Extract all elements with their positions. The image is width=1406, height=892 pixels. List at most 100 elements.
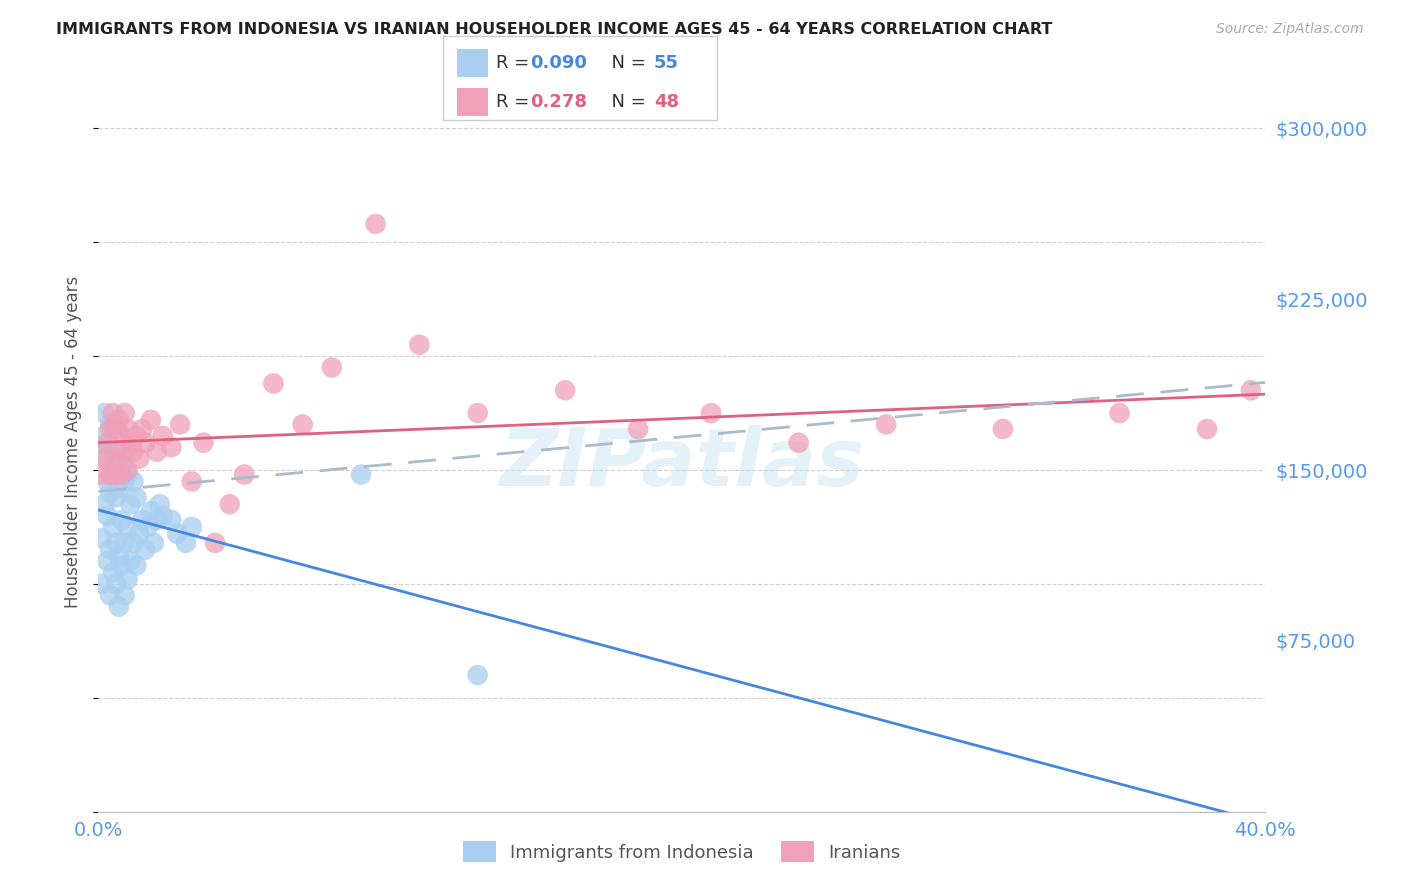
Point bbox=[96, 475, 118, 489]
Point bbox=[108, 599, 131, 614]
Point bbox=[350, 467, 373, 482]
Point bbox=[180, 520, 202, 534]
Point bbox=[104, 467, 127, 482]
Point bbox=[321, 360, 343, 375]
Point bbox=[131, 513, 153, 527]
Point bbox=[166, 526, 188, 541]
Point bbox=[114, 536, 136, 550]
Point bbox=[101, 566, 124, 580]
Point bbox=[101, 422, 124, 436]
Point bbox=[96, 440, 118, 454]
Point bbox=[93, 497, 115, 511]
Point bbox=[364, 217, 387, 231]
Text: ZIPatlas: ZIPatlas bbox=[499, 425, 865, 503]
Point bbox=[139, 504, 162, 518]
Point bbox=[93, 451, 115, 466]
Point bbox=[90, 532, 112, 546]
Point bbox=[96, 508, 118, 523]
Point bbox=[122, 444, 145, 458]
Point bbox=[101, 467, 124, 482]
Point bbox=[146, 513, 169, 527]
Point bbox=[408, 337, 430, 351]
Point bbox=[114, 406, 136, 420]
Point bbox=[120, 497, 142, 511]
Text: 48: 48 bbox=[654, 93, 679, 111]
Point bbox=[104, 422, 127, 436]
Point bbox=[122, 475, 145, 489]
Point bbox=[98, 422, 121, 436]
Point bbox=[93, 406, 115, 420]
Point bbox=[134, 542, 156, 557]
Point bbox=[787, 435, 810, 450]
Point bbox=[169, 417, 191, 432]
Point bbox=[146, 444, 169, 458]
Point bbox=[114, 475, 136, 489]
Point bbox=[125, 558, 148, 573]
Point bbox=[139, 413, 162, 427]
Point bbox=[467, 406, 489, 420]
Point bbox=[193, 435, 215, 450]
Point bbox=[104, 444, 127, 458]
Text: R =: R = bbox=[496, 93, 536, 111]
Point bbox=[108, 451, 131, 466]
Point bbox=[111, 467, 134, 482]
Point bbox=[104, 536, 127, 550]
Point bbox=[262, 376, 284, 391]
Point bbox=[174, 536, 197, 550]
Point bbox=[233, 467, 256, 482]
Point bbox=[98, 542, 121, 557]
Point bbox=[96, 554, 118, 568]
Text: N =: N = bbox=[600, 54, 652, 71]
Point bbox=[149, 497, 172, 511]
Point bbox=[114, 444, 136, 458]
Point bbox=[93, 429, 115, 443]
Text: N =: N = bbox=[600, 93, 652, 111]
Y-axis label: Householder Income Ages 45 - 64 years: Householder Income Ages 45 - 64 years bbox=[65, 276, 83, 607]
Point bbox=[117, 467, 139, 482]
Point bbox=[128, 451, 150, 466]
Point bbox=[104, 491, 127, 505]
Point bbox=[125, 429, 148, 443]
Point bbox=[117, 463, 139, 477]
Point bbox=[627, 422, 650, 436]
Point bbox=[90, 467, 112, 482]
Point bbox=[98, 588, 121, 602]
Point bbox=[160, 513, 183, 527]
Point bbox=[98, 417, 121, 432]
Point bbox=[122, 536, 145, 550]
Point bbox=[291, 417, 314, 432]
Point bbox=[98, 485, 121, 500]
Point bbox=[1195, 422, 1218, 436]
Point bbox=[131, 422, 153, 436]
Point bbox=[117, 573, 139, 587]
Point bbox=[218, 497, 240, 511]
Point bbox=[98, 467, 121, 482]
Point bbox=[114, 588, 136, 602]
Text: IMMIGRANTS FROM INDONESIA VS IRANIAN HOUSEHOLDER INCOME AGES 45 - 64 YEARS CORRE: IMMIGRANTS FROM INDONESIA VS IRANIAN HOU… bbox=[56, 22, 1053, 37]
Point bbox=[160, 440, 183, 454]
Point bbox=[111, 458, 134, 473]
Point bbox=[108, 413, 131, 427]
Text: Source: ZipAtlas.com: Source: ZipAtlas.com bbox=[1216, 22, 1364, 37]
Text: 55: 55 bbox=[654, 54, 679, 71]
Point bbox=[991, 422, 1014, 436]
Legend: Immigrants from Indonesia, Iranians: Immigrants from Indonesia, Iranians bbox=[457, 834, 907, 870]
Point bbox=[204, 536, 226, 550]
Point bbox=[152, 429, 174, 443]
Text: R =: R = bbox=[496, 54, 536, 71]
Point bbox=[117, 520, 139, 534]
Point bbox=[152, 508, 174, 523]
Point bbox=[111, 429, 134, 443]
Point bbox=[111, 513, 134, 527]
Text: 0.090: 0.090 bbox=[530, 54, 586, 71]
Point bbox=[134, 435, 156, 450]
Point bbox=[93, 451, 115, 466]
Point bbox=[136, 520, 159, 534]
Point bbox=[554, 384, 576, 398]
Point bbox=[180, 475, 202, 489]
Point bbox=[101, 520, 124, 534]
Point bbox=[125, 491, 148, 505]
Point bbox=[90, 577, 112, 591]
Point bbox=[1240, 384, 1263, 398]
Point bbox=[101, 451, 124, 466]
